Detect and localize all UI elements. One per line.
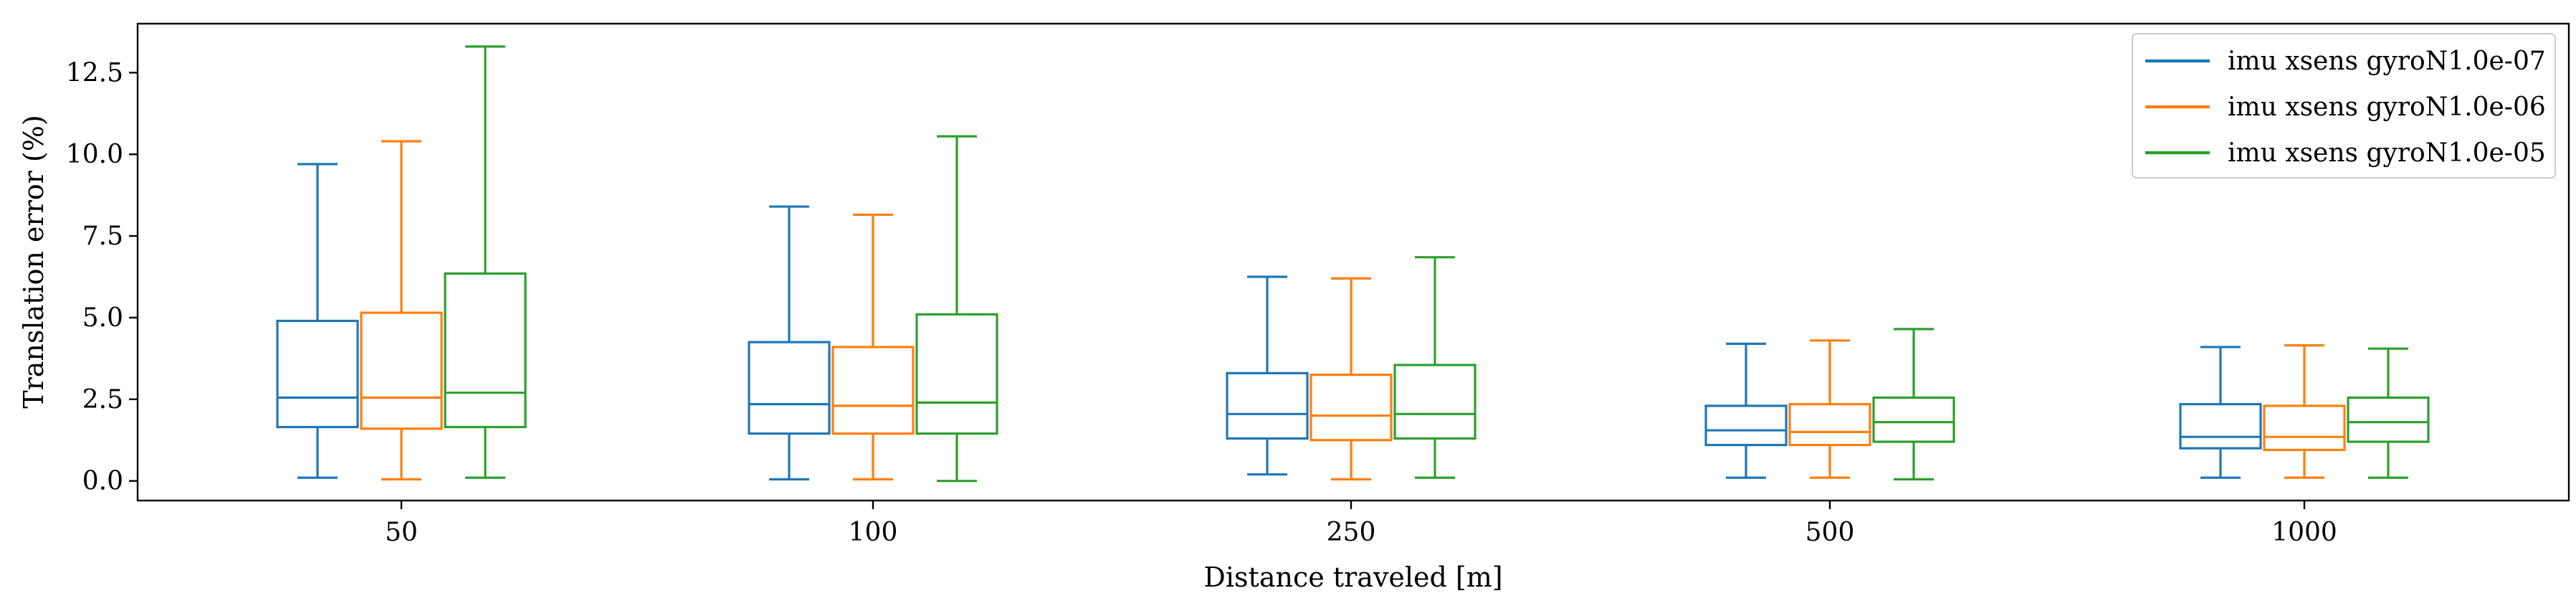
x-axis-title: Distance traveled [m] [1203, 561, 1502, 593]
y-tick-label: 7.5 [82, 222, 123, 251]
x-tick-label: 50 [385, 518, 418, 547]
legend: imu xsens gyroN1.0e-07 imu xsens gyroN1.0… [2132, 33, 2556, 179]
box-250-series-3 [1393, 256, 1477, 479]
iqr-box [2263, 404, 2346, 452]
x-tick-label: 100 [849, 518, 898, 547]
y-tick-label: 0.0 [82, 467, 123, 496]
legend-label: imu xsens gyroN1.0e-05 [2228, 138, 2546, 168]
iqr-box [748, 341, 831, 435]
x-tick-label: 250 [1327, 518, 1376, 547]
box-500-series-2 [1788, 339, 1871, 479]
iqr-box [1788, 403, 1871, 447]
box-250-series-1 [1226, 275, 1309, 476]
y-tick-label: 10.0 [66, 140, 123, 169]
iqr-box [2347, 396, 2430, 443]
box-50-series-3 [444, 45, 527, 479]
legend-frame [2132, 33, 2556, 179]
box-100-series-1 [748, 205, 831, 480]
y-axis: 0.0 2.5 5.0 7.5 10.0 12.5 [66, 58, 138, 496]
box-500-series-1 [1704, 342, 1788, 479]
y-tick-label: 5.0 [82, 303, 123, 333]
iqr-box [1704, 404, 1788, 447]
iqr-box [1393, 364, 1477, 440]
legend-label: imu xsens gyroN1.0e-07 [2228, 47, 2546, 76]
box-50-series-1 [276, 163, 359, 479]
box-1000-series-3 [2347, 347, 2430, 479]
iqr-box [2179, 403, 2262, 450]
iqr-box [831, 346, 915, 435]
iqr-box [360, 311, 443, 430]
iqr-box [915, 313, 998, 435]
y-tick-label: 12.5 [66, 58, 123, 87]
box-groups [276, 45, 2430, 483]
box-250-series-2 [1310, 277, 1393, 480]
iqr-box [444, 272, 527, 429]
box-500-series-3 [1872, 328, 1955, 480]
box-100-series-2 [831, 213, 915, 480]
y-tick-label: 2.5 [82, 385, 123, 414]
x-tick-label: 500 [1805, 518, 1855, 547]
iqr-box [1226, 371, 1309, 440]
box-50-series-2 [360, 140, 443, 480]
plot-area-frame [136, 22, 2570, 502]
x-tick-label: 1000 [2271, 518, 2337, 547]
box-1000-series-1 [2179, 346, 2262, 479]
iqr-box [1310, 374, 1393, 442]
legend-label: imu xsens gyroN1.0e-06 [2228, 93, 2546, 122]
box-1000-series-2 [2263, 344, 2346, 479]
x-axis: 50 100 250 500 1000 [385, 501, 2337, 547]
box-100-series-3 [915, 135, 998, 483]
y-axis-title: Translation error (%) [18, 115, 49, 409]
iqr-box [276, 319, 359, 429]
iqr-box [1872, 396, 1955, 443]
